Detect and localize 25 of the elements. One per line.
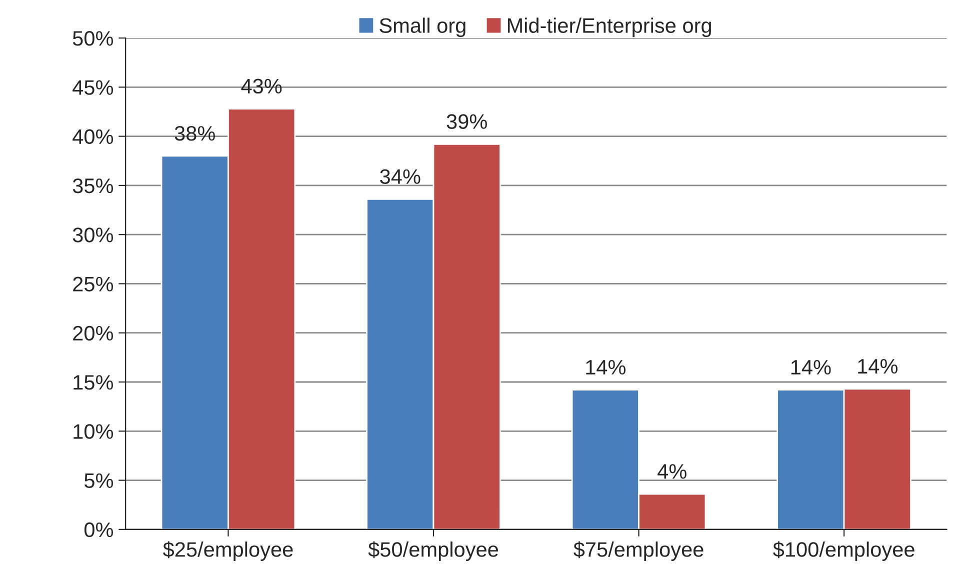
y-tick-label: 25% bbox=[73, 276, 114, 292]
data-label: 14% bbox=[791, 360, 831, 375]
data-label: 38% bbox=[174, 126, 215, 141]
x-tick-label: $25/employee bbox=[163, 541, 293, 561]
data-label: 14% bbox=[586, 360, 626, 375]
y-tick-label: 30% bbox=[72, 228, 114, 242]
x-tick-label: $50/employee bbox=[368, 541, 498, 561]
x-tick-label: $75/employee bbox=[574, 541, 704, 561]
data-label: 39% bbox=[446, 114, 487, 129]
data-label: 34% bbox=[380, 169, 420, 184]
legend-label: Small org bbox=[380, 18, 466, 38]
y-tick-label: 40% bbox=[72, 129, 114, 144]
y-tick-label: 45% bbox=[72, 80, 114, 95]
y-tick-label: 0% bbox=[84, 522, 114, 538]
y-tick-label: 35% bbox=[72, 178, 114, 194]
data-label: 14% bbox=[858, 358, 898, 374]
y-tick-label: 20% bbox=[73, 326, 114, 341]
y-tick-label: 50% bbox=[72, 31, 114, 46]
y-tick-label: 10% bbox=[74, 424, 114, 439]
legend-label: Mid-tier/Enterprise org bbox=[508, 18, 711, 38]
x-tick-label: $100/employee bbox=[773, 541, 914, 561]
y-tick-label: 15% bbox=[74, 375, 114, 390]
y-tick-label: 5% bbox=[84, 473, 114, 488]
data-label: 43% bbox=[241, 78, 282, 94]
data-label: 4% bbox=[658, 464, 686, 479]
